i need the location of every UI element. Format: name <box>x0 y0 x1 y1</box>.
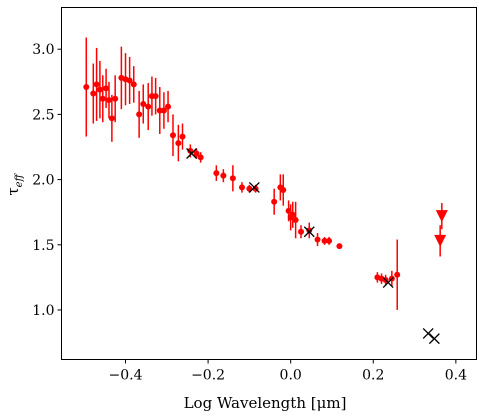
data-point <box>175 140 182 147</box>
axes-frame <box>61 7 477 360</box>
data-point <box>197 154 204 161</box>
data-point <box>90 90 97 97</box>
y-tick-label: 3.0 <box>32 42 54 58</box>
data-point <box>271 198 278 205</box>
cross-marker <box>428 333 440 345</box>
data-point <box>229 175 236 182</box>
data-point <box>152 93 159 100</box>
data-point <box>220 172 227 179</box>
data-point <box>238 184 245 191</box>
data-point <box>145 103 152 110</box>
x-tick-label: 0.2 <box>362 368 384 384</box>
data-point <box>93 81 100 88</box>
data-point <box>314 236 321 243</box>
y-axis-label: τeff <box>4 172 25 195</box>
cross-stroke <box>422 327 434 339</box>
data-point <box>103 85 110 92</box>
data-point <box>298 228 305 235</box>
x-tick-label: 0.4 <box>445 368 467 384</box>
cross-marker <box>382 277 394 289</box>
cross-stroke <box>428 333 440 345</box>
data-point <box>136 111 143 118</box>
x-tick-label: −0.2 <box>191 368 225 384</box>
upper-limit-marker <box>434 234 447 247</box>
data-point <box>83 84 90 91</box>
data-point <box>321 237 328 244</box>
data-point <box>105 97 112 104</box>
data-point <box>160 107 167 114</box>
cross-marker <box>422 327 434 339</box>
ticks: −0.4 −0.2 0.0 0.2 0.4 1.0 1.5 2.0 2.5 3.0 <box>32 42 467 383</box>
x-tick-label: 0.0 <box>280 368 302 384</box>
y-tick-label: 1.0 <box>32 303 54 319</box>
cross-stroke <box>186 148 198 159</box>
data-point <box>108 115 115 122</box>
data-point <box>292 217 299 224</box>
data-point <box>289 211 296 218</box>
y-axis-label-subscript: eff <box>14 172 25 187</box>
data-point <box>165 103 172 110</box>
data-point <box>179 133 186 140</box>
data-point <box>140 100 147 107</box>
data-point <box>193 150 200 157</box>
data-point <box>130 81 137 88</box>
data-point <box>326 237 333 244</box>
cross-marker <box>186 148 198 159</box>
x-axis-label: Log Wavelength [μm] <box>184 394 347 412</box>
cross-stroke <box>248 181 260 193</box>
data-point <box>280 187 287 194</box>
data-point <box>96 86 103 93</box>
data-point <box>336 243 343 250</box>
data-point <box>169 132 176 139</box>
y-tick-label: 2.5 <box>32 107 54 123</box>
data-point <box>394 271 401 278</box>
data-point <box>213 170 220 177</box>
data-point <box>112 95 119 102</box>
y-tick-label: 2.0 <box>32 173 54 189</box>
x-tick-label: −0.4 <box>109 368 143 384</box>
cross-stroke <box>382 277 394 289</box>
y-axis-label-main: τ <box>4 187 22 195</box>
y-tick-label: 1.5 <box>32 238 54 254</box>
cross-marker <box>248 181 260 193</box>
cross-marker <box>303 226 315 238</box>
upper-limit-marker <box>435 210 448 223</box>
plot-area <box>83 37 448 345</box>
data-point <box>99 95 106 102</box>
cross-stroke <box>303 226 315 238</box>
data-point <box>156 107 163 114</box>
data-point <box>126 77 133 84</box>
data-point <box>306 227 313 234</box>
